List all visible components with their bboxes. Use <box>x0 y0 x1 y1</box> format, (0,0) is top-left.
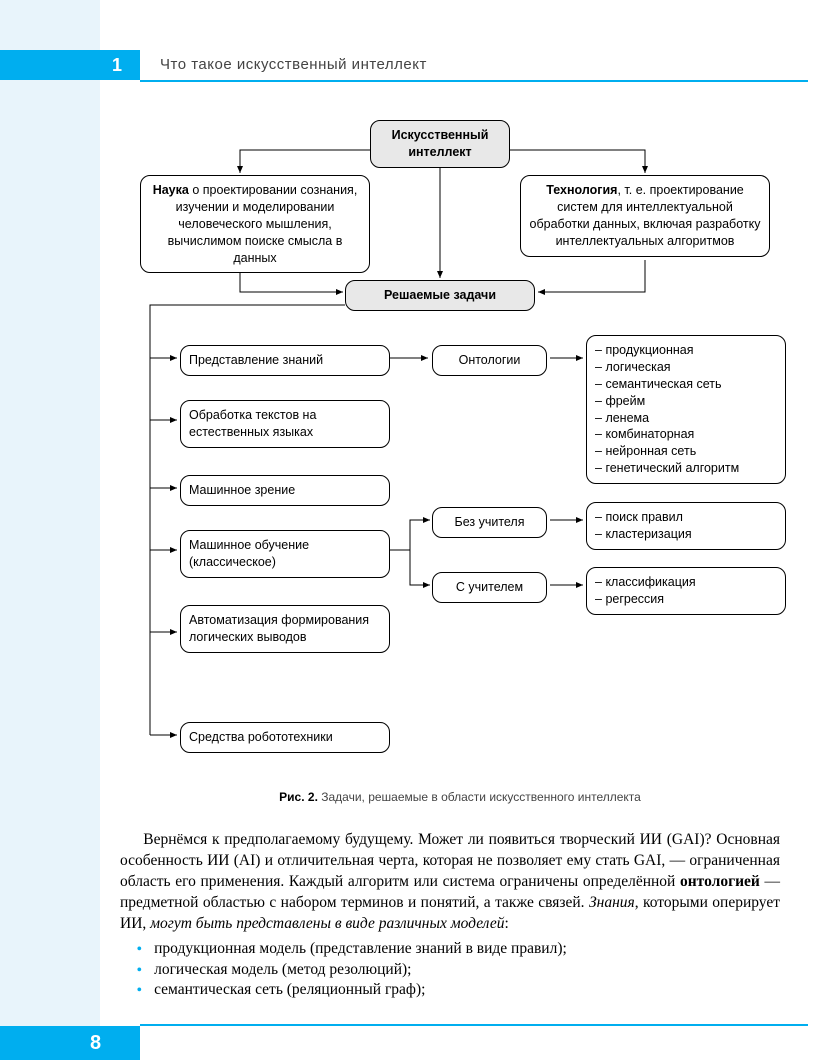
node-ml-sup: С учителем <box>432 572 547 603</box>
ont-0: – продукционная <box>595 343 693 357</box>
node-task-3: Машинное обучение (классическое) <box>180 530 390 578</box>
ont-1: – логическая <box>595 360 671 374</box>
node-science: Наука о проектировании сознания, изучени… <box>140 175 370 273</box>
node-task-1: Обработка текстов на естественных языках <box>180 400 390 448</box>
p1d: Знания <box>589 894 635 911</box>
sup-0: – классификация <box>595 575 696 589</box>
ont-2: – семантическая сеть <box>595 377 721 391</box>
p1f: могут быть представлены в виде различных… <box>150 915 504 932</box>
node-task-5: Средства робототехники <box>180 722 390 753</box>
node-sup-list: – классификация – регрессия <box>586 567 786 615</box>
footer-rule <box>140 1024 808 1026</box>
unsup-1: – кластеризация <box>595 527 692 541</box>
tech-bold: Технология <box>546 183 617 197</box>
node-ontologies: Онтологии <box>432 345 547 376</box>
node-technology: Технология, т. е. проектирование систем … <box>520 175 770 257</box>
node-root: Искусственный интеллект <box>370 120 510 168</box>
ont-4: – ленема <box>595 411 649 425</box>
ont-5: – комбинаторная <box>595 427 694 441</box>
left-margin-strip <box>0 0 100 1060</box>
bullet-list: продукционная модель (представление знан… <box>120 939 780 1002</box>
node-task-2: Машинное зрение <box>180 475 390 506</box>
unsup-0: – поиск правил <box>595 510 683 524</box>
chapter-number: 1 <box>0 50 140 80</box>
bullet-0: продукционная модель (представление знан… <box>154 939 780 960</box>
node-tasks-header: Решаемые задачи <box>345 280 535 311</box>
science-rest: о проектировании сознания, изучении и мо… <box>168 183 358 265</box>
node-unsup-list: – поиск правил – кластеризация <box>586 502 786 550</box>
bullet-1: логическая модель (метод резолюций); <box>154 960 780 981</box>
ont-6: – нейронная сеть <box>595 444 696 458</box>
chapter-title: Что такое искусственный интеллект <box>160 56 427 73</box>
node-ontology-list: – продукционная – логическая – семантиче… <box>586 335 786 484</box>
ont-7: – генетический алгоритм <box>595 461 739 475</box>
page-number: 8 <box>0 1026 140 1060</box>
ai-tasks-diagram: Искусственный интеллект Наука о проектир… <box>120 110 800 770</box>
ont-3: – фрейм <box>595 394 645 408</box>
node-task-4: Автоматизация формирования логических вы… <box>180 605 390 653</box>
p1b: онтологией <box>680 873 760 890</box>
p1g: : <box>504 915 508 932</box>
caption-label: Рис. 2. <box>279 790 318 804</box>
body-text: Вернёмся к предполагаемому будущему. Мож… <box>120 830 780 1001</box>
figure-caption: Рис. 2. Задачи, решаемые в области искус… <box>120 790 800 804</box>
sup-1: – регрессия <box>595 592 664 606</box>
science-bold: Наука <box>153 183 189 197</box>
caption-text: Задачи, решаемые в области искусственног… <box>321 790 641 804</box>
bullet-2: семантическая сеть (реляционный граф); <box>154 980 780 1001</box>
header-rule <box>140 80 808 82</box>
node-ml-unsup: Без учителя <box>432 507 547 538</box>
node-task-0: Представление знаний <box>180 345 390 376</box>
